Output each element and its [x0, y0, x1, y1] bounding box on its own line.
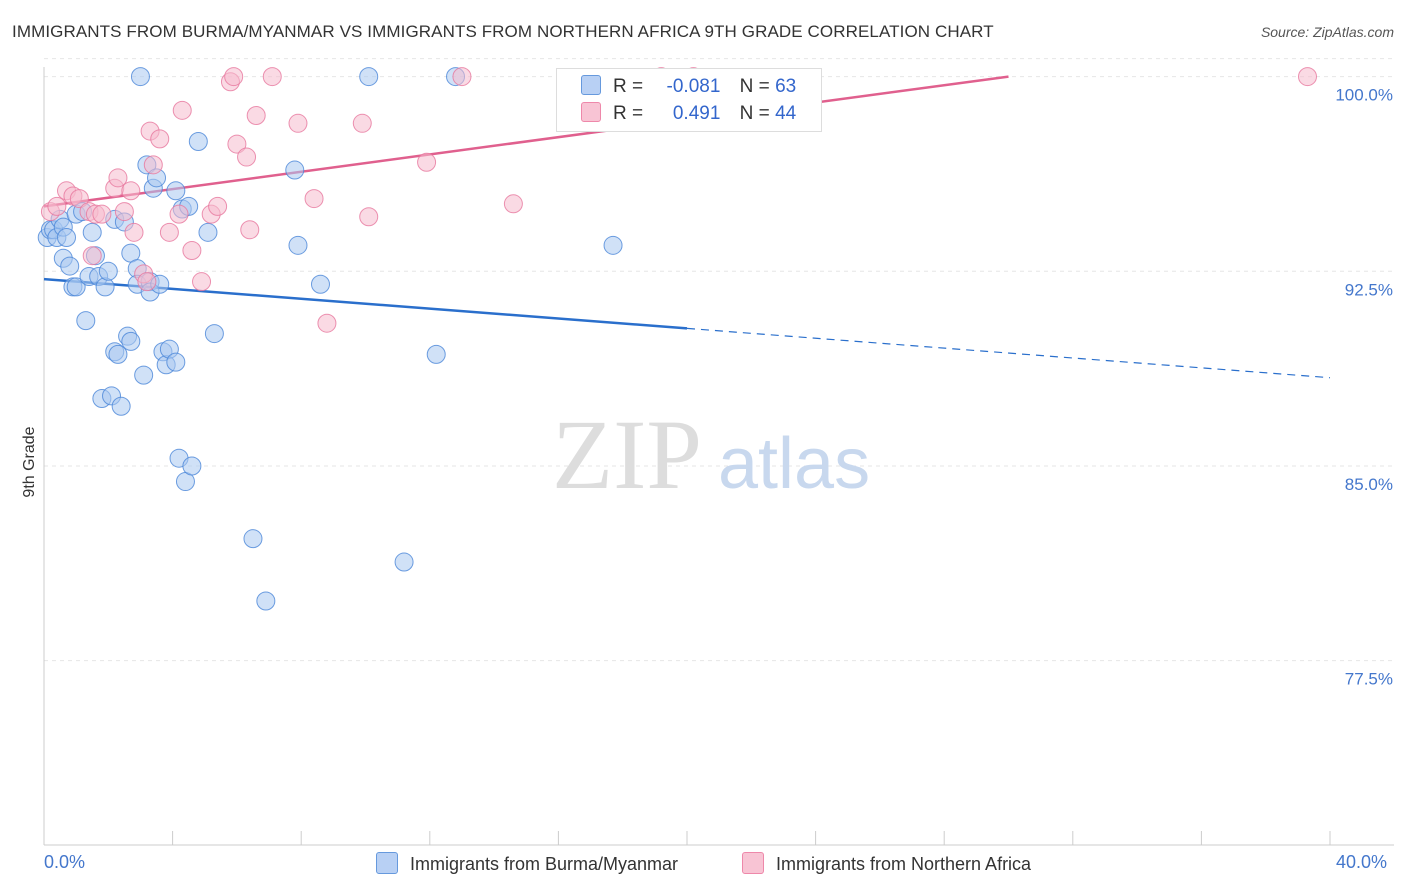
point-burma: [204, 324, 224, 344]
y-tick-labels: 77.5% 85.0% 92.5% 100.0%: [1335, 86, 1393, 689]
point-nafrica: [288, 113, 308, 133]
point-burma: [243, 529, 263, 549]
bottom-legend-swatch-nafrica: [742, 852, 764, 874]
chart-title: IMMIGRANTS FROM BURMA/MYANMAR VS IMMIGRA…: [12, 22, 994, 41]
point-nafrica: [159, 222, 179, 242]
trendline-burma-projection: [686, 327, 1331, 379]
point-burma: [603, 235, 623, 255]
point-nafrica: [182, 241, 202, 261]
point-nafrica: [47, 196, 67, 216]
point-nafrica: [124, 222, 144, 242]
point-nafrica: [1297, 67, 1317, 87]
point-nafrica: [359, 207, 379, 227]
axes: [43, 67, 1394, 846]
point-nafrica: [452, 67, 472, 87]
y-tick-label: 77.5%: [1345, 670, 1393, 689]
point-nafrica: [121, 181, 141, 201]
legend-row-burma: R = -0.081 N = 63: [581, 75, 796, 99]
point-burma: [394, 552, 414, 572]
point-burma: [121, 331, 141, 351]
point-burma: [60, 256, 80, 276]
y-tick-label: 85.0%: [1345, 475, 1393, 494]
legend-n-nafrica: 44: [775, 103, 797, 124]
point-nafrica: [240, 220, 260, 240]
point-burma: [166, 181, 186, 201]
point-burma: [111, 396, 131, 416]
point-burma: [130, 67, 150, 87]
point-nafrica: [114, 202, 134, 222]
point-burma: [134, 365, 154, 385]
point-burma: [288, 235, 308, 255]
point-burma: [256, 591, 276, 611]
point-nafrica: [143, 155, 163, 175]
point-nafrica: [246, 106, 266, 126]
point-nafrica: [172, 100, 192, 120]
point-nafrica: [317, 313, 337, 333]
y-tick-label: 92.5%: [1345, 280, 1393, 299]
point-nafrica: [92, 204, 112, 224]
bottom-legend-swatch-burma: [376, 852, 398, 874]
x-max-label: 40.0%: [1336, 852, 1388, 872]
y-tick-label: 100.0%: [1335, 86, 1393, 105]
point-nafrica: [150, 129, 170, 149]
watermark-zip: ZIP: [552, 399, 702, 510]
point-nafrica: [237, 147, 257, 167]
point-nafrica: [208, 196, 228, 216]
point-nafrica: [227, 134, 247, 154]
point-burma: [82, 222, 102, 242]
point-nafrica: [417, 152, 437, 172]
point-burma: [310, 274, 330, 294]
point-nafrica: [169, 204, 189, 224]
point-nafrica: [108, 168, 128, 188]
watermark-atlas: atlas: [718, 424, 870, 504]
point-nafrica: [262, 67, 282, 87]
point-burma: [426, 344, 446, 364]
point-burma: [285, 160, 305, 180]
point-burma: [98, 261, 118, 281]
legend-swatch-burma: [581, 75, 601, 95]
point-nafrica: [69, 189, 89, 209]
legend-swatch-nafrica: [581, 102, 601, 122]
point-burma: [188, 131, 208, 151]
point-nafrica: [304, 189, 324, 209]
legend-r-burma: -0.081: [666, 76, 721, 97]
x-min-label: 0.0%: [44, 852, 86, 872]
point-burma: [166, 352, 186, 372]
point-nafrica: [503, 194, 523, 214]
trendline-nafrica: [43, 75, 1009, 208]
legend-r-nafrica: 0.491: [672, 103, 721, 124]
point-nafrica: [82, 246, 102, 266]
point-burma: [66, 277, 86, 297]
bottom-legend-nafrica: Immigrants from Northern Africa: [742, 852, 1031, 875]
point-nafrica: [192, 272, 212, 292]
data-points: [37, 67, 1317, 611]
point-nafrica: [352, 113, 372, 133]
y-axis-title: 9th Grade: [21, 426, 38, 497]
bottom-legend-burma: Immigrants from Burma/Myanmar: [376, 852, 678, 875]
point-burma: [108, 344, 128, 364]
legend-box: R = -0.081 N = 63 R = 0.491 N = 44: [556, 68, 822, 132]
point-nafrica: [137, 272, 157, 292]
point-burma: [198, 222, 218, 242]
source-label: Source: ZipAtlas.com: [1260, 24, 1394, 40]
legend-row-nafrica: R = 0.491 N = 44: [581, 102, 796, 126]
point-burma: [182, 456, 202, 476]
watermark: ZIP atlas: [552, 399, 870, 510]
point-burma: [95, 277, 115, 297]
point-burma: [359, 67, 379, 87]
legend-n-burma: 63: [775, 76, 797, 97]
point-burma: [76, 311, 96, 331]
point-nafrica: [224, 67, 244, 87]
point-burma: [57, 228, 77, 248]
